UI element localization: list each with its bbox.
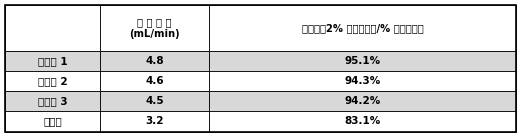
Bar bbox=[209, 5, 516, 51]
Bar bbox=[100, 51, 209, 71]
Text: 4.5: 4.5 bbox=[145, 96, 164, 106]
Bar bbox=[209, 71, 516, 91]
Bar bbox=[209, 111, 516, 132]
Bar bbox=[209, 91, 516, 111]
Text: 95.1%: 95.1% bbox=[344, 56, 381, 66]
Text: 4.8: 4.8 bbox=[145, 56, 164, 66]
Text: 3.2: 3.2 bbox=[145, 116, 164, 126]
Bar bbox=[5, 71, 100, 91]
Text: 94.3%: 94.3% bbox=[344, 76, 381, 86]
Text: 4.6: 4.6 bbox=[145, 76, 164, 86]
Bar bbox=[100, 71, 209, 91]
Text: 实验例 2: 实验例 2 bbox=[38, 76, 67, 86]
Bar bbox=[209, 51, 516, 71]
Bar bbox=[100, 91, 209, 111]
Bar bbox=[5, 5, 100, 51]
Bar bbox=[100, 111, 209, 132]
Bar bbox=[100, 5, 209, 51]
Text: 对比例: 对比例 bbox=[43, 116, 62, 126]
Text: 喷 液 流 速
(mL/min): 喷 液 流 速 (mL/min) bbox=[129, 17, 180, 39]
Text: 83.1%: 83.1% bbox=[344, 116, 381, 126]
Bar bbox=[5, 111, 100, 132]
Text: 实验例 1: 实验例 1 bbox=[38, 56, 67, 66]
Text: 保液率（2% 电解液质量/% 电解液量）: 保液率（2% 电解液质量/% 电解液量） bbox=[302, 23, 424, 33]
Text: 94.2%: 94.2% bbox=[344, 96, 381, 106]
Bar bbox=[5, 91, 100, 111]
Bar bbox=[5, 51, 100, 71]
Text: 实验例 3: 实验例 3 bbox=[38, 96, 67, 106]
